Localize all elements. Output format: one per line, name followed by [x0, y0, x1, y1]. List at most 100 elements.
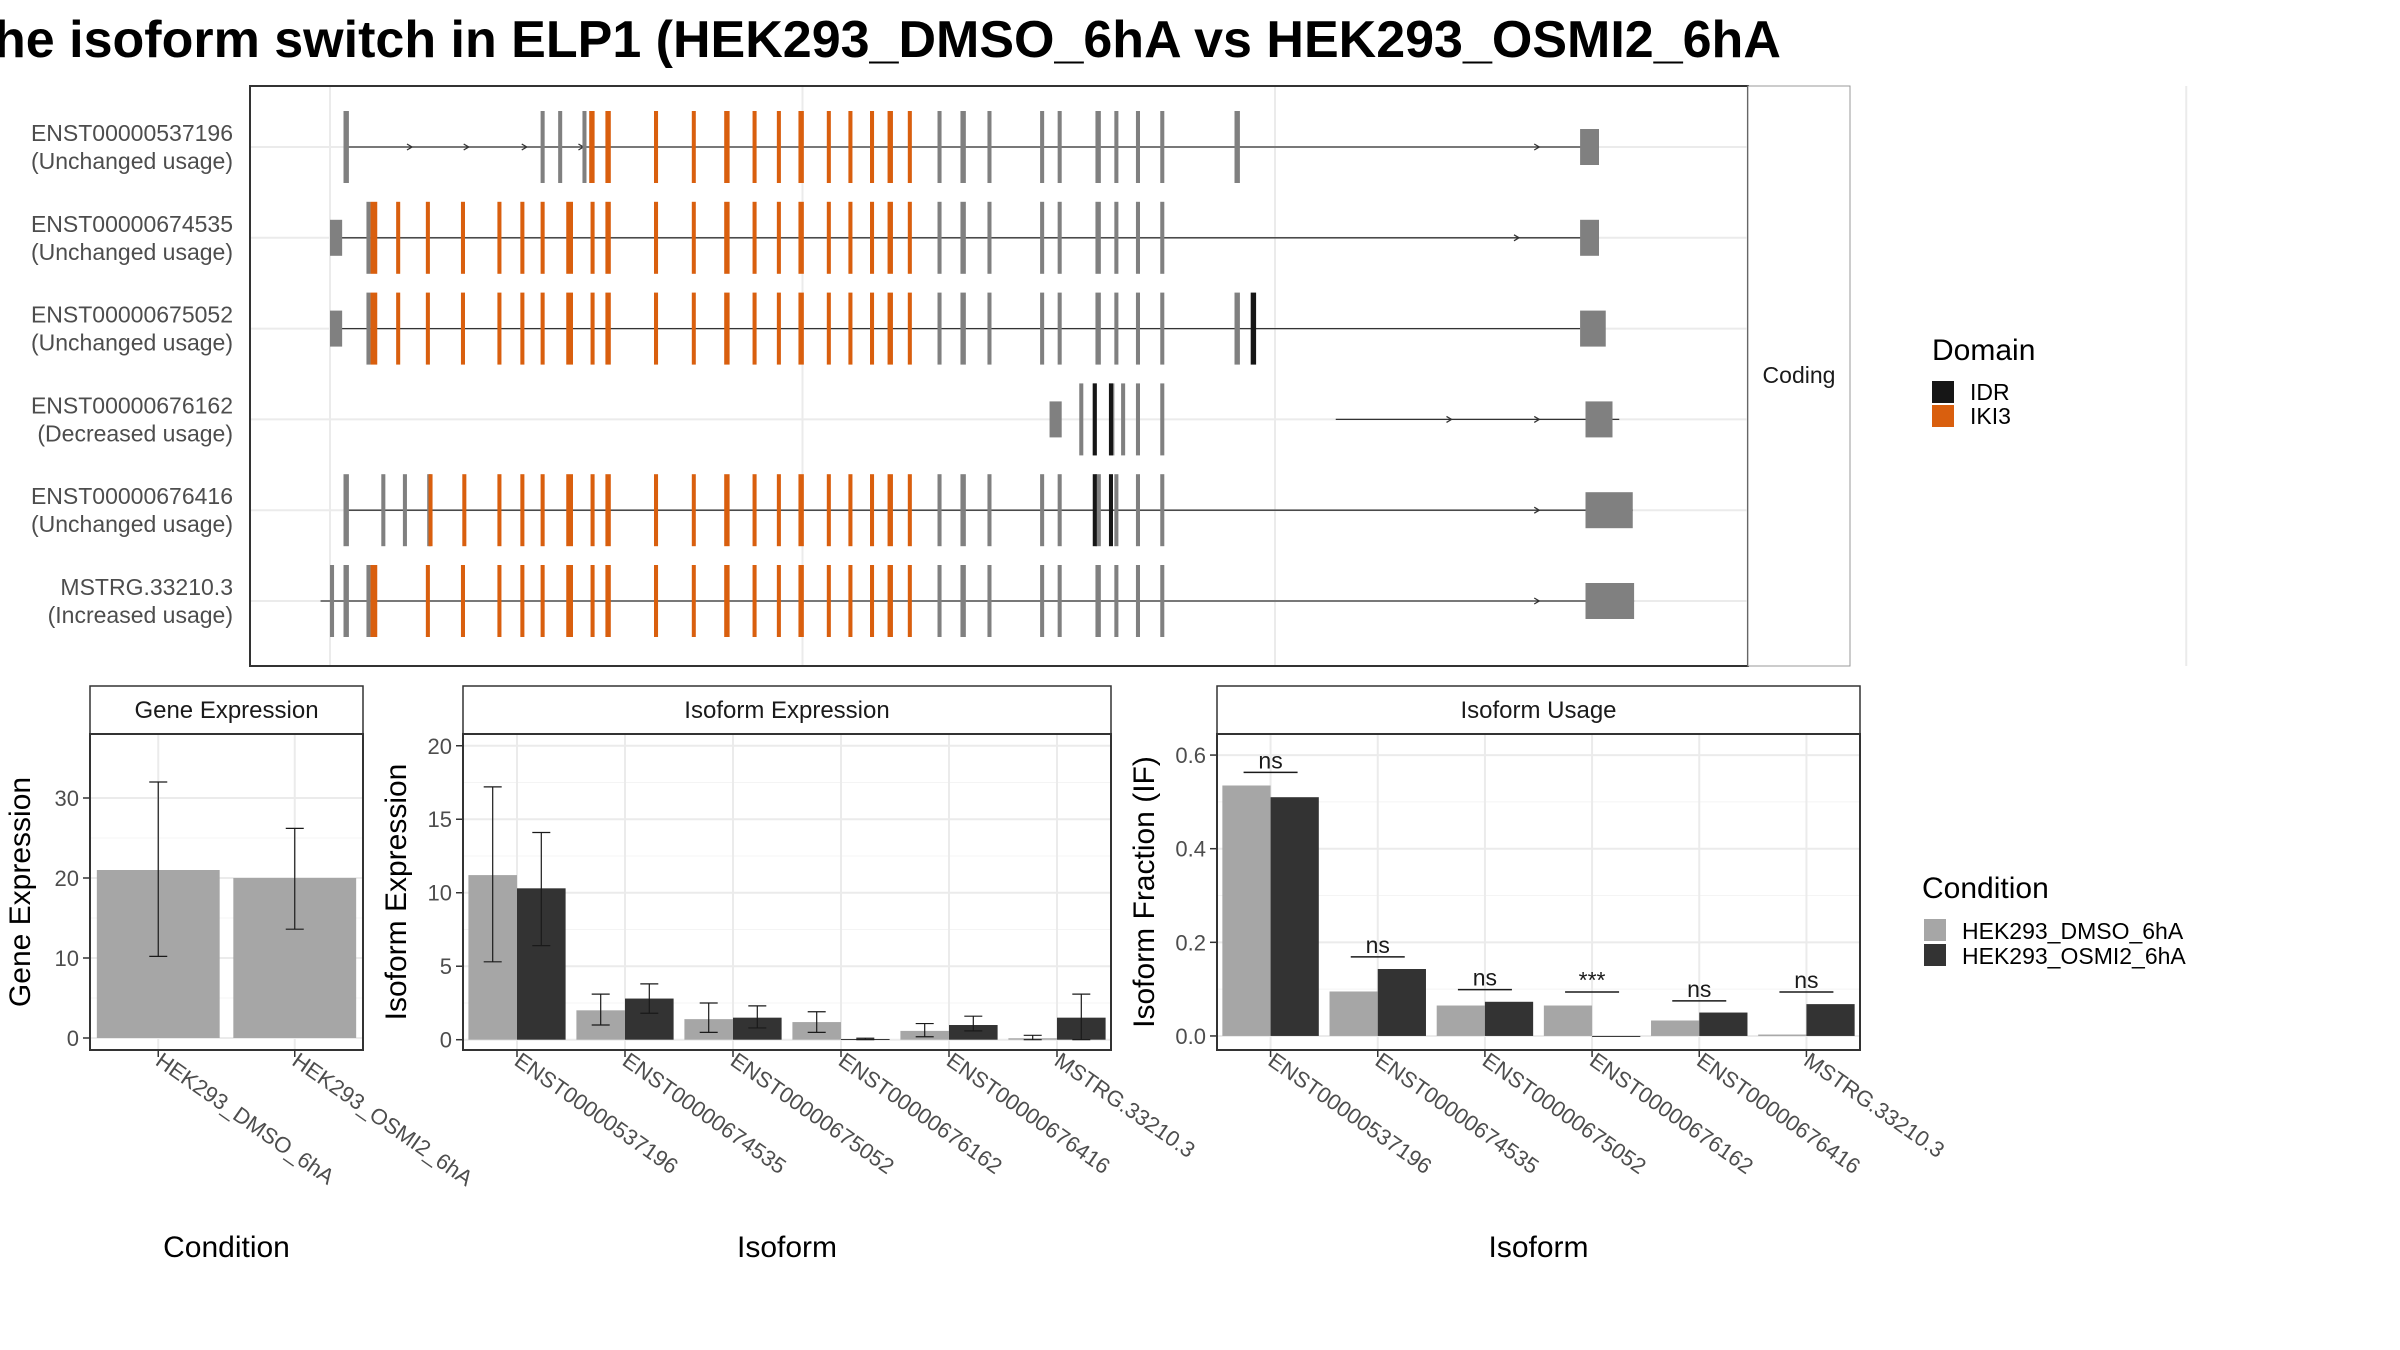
exon-iki3 — [520, 201, 525, 274]
exon-iki3 — [566, 201, 573, 274]
y-tick-label: 10 — [428, 881, 452, 906]
y-tick-label: 20 — [55, 866, 79, 891]
exon — [937, 474, 942, 547]
exon-iki3 — [370, 565, 378, 637]
exon — [1160, 474, 1165, 547]
exon — [330, 219, 343, 256]
exon-iki3 — [462, 474, 467, 547]
exon-iki3 — [605, 565, 611, 637]
facet-strip-coding: Coding — [1747, 85, 1851, 667]
exon — [1135, 292, 1140, 365]
exon-iki3 — [907, 201, 912, 274]
exon — [1040, 565, 1045, 637]
bar — [1543, 1005, 1593, 1036]
exon-idr — [1092, 474, 1097, 547]
strand-arrow — [1533, 415, 1541, 423]
transcript-status-label: (Unchanged usage) — [31, 148, 233, 174]
transcript-id-label: MSTRG.33210.3 — [60, 574, 233, 600]
transcript-labels: ENST00000537196(Unchanged usage)ENST0000… — [31, 120, 233, 628]
exon — [366, 565, 371, 637]
legend-key-osmi — [1924, 944, 1946, 966]
exon-iki3 — [724, 292, 730, 365]
exon-iki3 — [590, 565, 595, 637]
exon-iki3 — [428, 474, 433, 547]
legend-label-osmi: HEK293_OSMI2_6hA — [1962, 943, 2186, 969]
legend-key-dmso — [1924, 919, 1946, 941]
exon-iki3 — [776, 201, 781, 274]
bar — [1377, 969, 1426, 1036]
exon-iki3 — [798, 565, 804, 637]
exon-iki3 — [798, 292, 804, 365]
y-tick-label: 20 — [428, 734, 452, 759]
y-axis-title: Isoform Expression — [380, 764, 413, 1021]
exon-iki3 — [887, 292, 893, 365]
exon — [937, 201, 942, 274]
exon-iki3 — [590, 474, 595, 547]
exon-iki3 — [887, 565, 893, 637]
exon-iki3 — [752, 474, 757, 547]
y-tick-label: 0.2 — [1175, 930, 1206, 955]
significance-label: ns — [1366, 932, 1390, 958]
exon — [1160, 383, 1165, 456]
exon — [1040, 292, 1045, 365]
transcript-id-label: ENST00000537196 — [31, 120, 233, 146]
significance-label: ns — [1794, 967, 1818, 993]
exon-iki3 — [497, 565, 502, 637]
exon-iki3 — [520, 474, 525, 547]
y-tick-label: 0 — [440, 1028, 452, 1053]
exon-iki3 — [497, 201, 502, 274]
exon-iki3 — [870, 565, 875, 637]
facet-strip — [1216, 685, 1861, 735]
exon — [1079, 383, 1084, 456]
exon-iki3 — [776, 292, 781, 365]
exon-iki3 — [826, 111, 831, 183]
exon-iki3 — [798, 201, 804, 274]
transcript-row — [343, 474, 1633, 547]
exon — [1057, 201, 1062, 274]
exon — [1135, 383, 1140, 456]
exon — [402, 474, 407, 547]
exon-iki3 — [826, 292, 831, 365]
bar — [733, 1017, 782, 1040]
strip-label: Isoform Expression — [684, 697, 889, 724]
transcript-id-label: ENST00000675052 — [31, 302, 233, 328]
exon — [343, 565, 349, 637]
exon-iki3 — [654, 111, 659, 183]
exon-iki3 — [520, 565, 525, 637]
exon — [987, 565, 992, 637]
exon-iki3 — [540, 565, 545, 637]
strand-arrow — [1533, 143, 1541, 151]
exon-idr — [1250, 292, 1257, 365]
exon-iki3 — [396, 201, 401, 274]
bar — [1484, 1001, 1534, 1036]
exon-idr — [1092, 383, 1097, 456]
exon — [987, 292, 992, 365]
bar — [1436, 1005, 1485, 1036]
exon-iki3 — [605, 292, 611, 365]
exon-iki3 — [691, 111, 696, 183]
exon-iki3 — [370, 292, 378, 365]
exon-iki3 — [520, 292, 525, 365]
exon-iki3 — [907, 565, 912, 637]
transcript-id-label: ENST00000676162 — [31, 392, 233, 418]
exon-iki3 — [497, 474, 502, 547]
exon-iki3 — [724, 565, 730, 637]
transcript-row — [1049, 383, 1620, 456]
exon — [960, 111, 966, 183]
y-tick-label: 0 — [67, 1026, 79, 1051]
facet-strip — [462, 685, 1112, 735]
bar — [1758, 1034, 1807, 1036]
exon — [1135, 474, 1140, 547]
exon — [1095, 292, 1101, 365]
transcript-status-label: (Unchanged usage) — [31, 511, 233, 537]
exon — [1057, 111, 1062, 183]
exon — [1585, 401, 1613, 438]
y-tick-label: 5 — [440, 954, 452, 979]
exon-iki3 — [691, 565, 696, 637]
exon — [987, 111, 992, 183]
strand-arrow — [406, 143, 414, 151]
strand-arrow — [1533, 597, 1541, 605]
strand-arrow — [1446, 415, 1453, 423]
exon-iki3 — [776, 474, 781, 547]
strand-arrow — [463, 143, 470, 151]
